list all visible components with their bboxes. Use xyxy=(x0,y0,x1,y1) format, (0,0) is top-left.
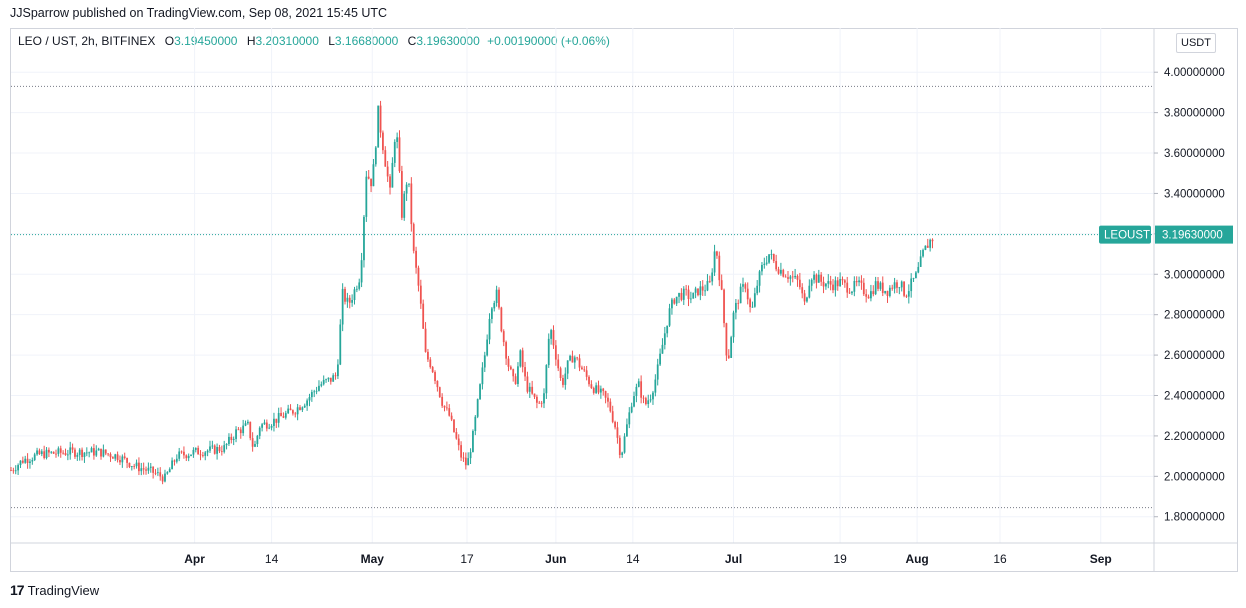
high-value: 3.20310000 xyxy=(255,34,319,48)
currency-button[interactable]: USDT xyxy=(1176,33,1216,53)
publisher-header: JJSparrow published on TradingView.com, … xyxy=(10,6,388,20)
close-value: 3.19630000 xyxy=(416,34,480,48)
open-value: 3.19450000 xyxy=(174,34,238,48)
brand-name: TradingView xyxy=(27,582,100,598)
close-key: C xyxy=(407,34,417,48)
change-value: +0.00190000 (+0.06%) xyxy=(487,34,610,48)
symbol-label: LEO / UST, 2h, BITFINEX xyxy=(18,34,156,48)
high-key: H xyxy=(246,34,256,48)
symbol-legend: LEO / UST, 2h, BITFINEX O3.19450000 H3.2… xyxy=(18,34,610,48)
footer-brand[interactable]: 17 TradingView xyxy=(10,582,99,598)
low-value: 3.16680000 xyxy=(334,34,399,48)
tradingview-logo-icon: 17 xyxy=(10,582,25,598)
open-key: O xyxy=(164,34,175,48)
chart-frame xyxy=(10,28,1238,572)
low-key: L xyxy=(328,34,335,48)
